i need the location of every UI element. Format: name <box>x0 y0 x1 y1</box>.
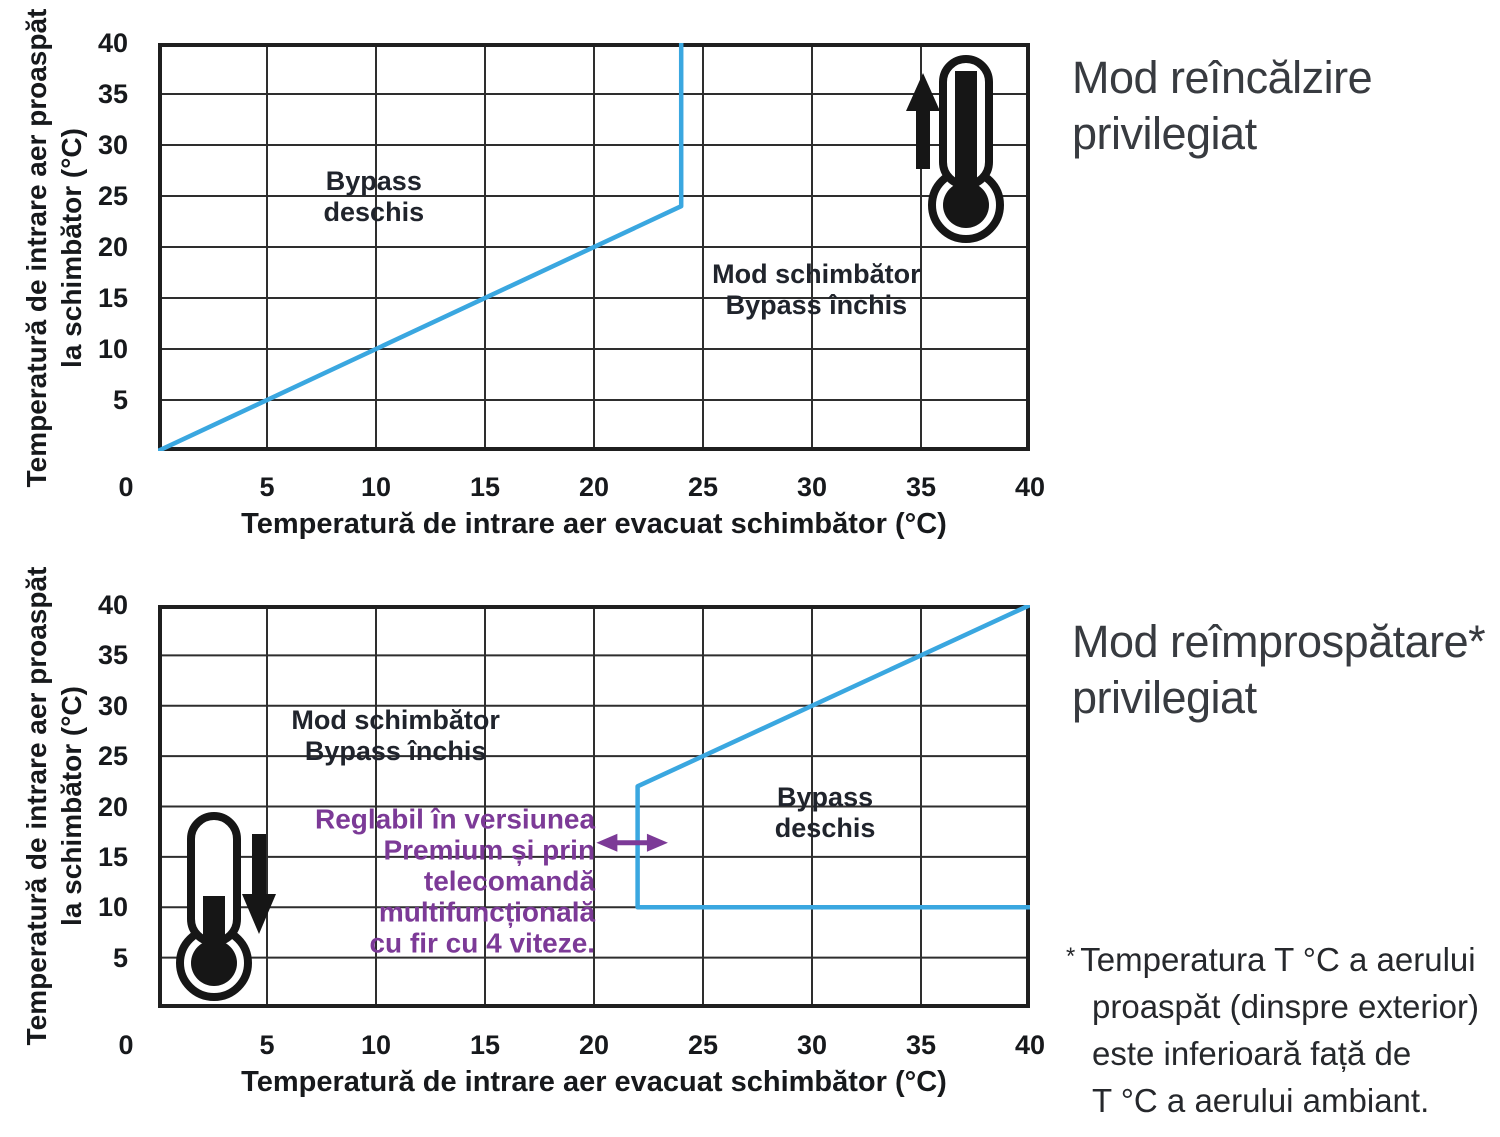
x-tick-label: 0 <box>118 1030 134 1060</box>
chart2-title-line: privilegiat <box>1072 672 1257 723</box>
bypass-open-label: Bypass deschis <box>774 781 876 843</box>
x-tick-label: 15 <box>469 472 501 502</box>
chart1-title: Mod reîncălzire privilegiat <box>1072 50 1373 162</box>
bypass-boundary-line <box>158 43 684 451</box>
x-tick-label: 35 <box>905 1030 937 1060</box>
y-tick-label: 35 <box>97 640 128 671</box>
y-tick-label: 5 <box>112 942 128 973</box>
refresh-chart-plot: Mod schimbător Bypass închis Bypass deschis… <box>158 605 1030 1008</box>
chart1-title-line: Mod reîncălzire <box>1072 52 1373 103</box>
bypass-boundary-line <box>635 605 1030 910</box>
y-tick-label: 25 <box>97 181 128 211</box>
footnote-line: T °C a aerului ambiant. <box>1092 1082 1430 1119</box>
y-tick-label: 35 <box>97 79 128 109</box>
x-tick-label: 30 <box>796 472 828 502</box>
footnote-line: * Temperatura T °C a aerului <box>1066 941 1476 978</box>
chart2-title: Mod reîmprospătare* privilegiat <box>1072 614 1486 726</box>
premium-note-label: Reglabil în versiunea Premium și prin tele… <box>314 803 596 959</box>
footnote-line: proaspăt (dinspre exterior) <box>1092 988 1480 1025</box>
x-tick-label: 15 <box>469 1030 501 1060</box>
y-tick-label: 20 <box>97 232 128 262</box>
y-tick-label: 25 <box>97 741 128 772</box>
y-tick-label: 15 <box>97 841 128 872</box>
y-tick-label: 30 <box>97 690 128 721</box>
exchanger-mode-label: Mod schimbător Bypass închis <box>712 258 921 320</box>
chart-grid <box>158 605 1030 1008</box>
asterisk-marker: * <box>1066 943 1076 970</box>
y-axis-title-line: Temperatură de intrare aer proaspăt <box>21 566 52 1046</box>
exchanger-mode-label: Mod schimbător Bypass închis <box>291 704 500 766</box>
x-tick-label: 25 <box>687 472 719 502</box>
y-tick-label: 15 <box>97 283 128 313</box>
y-tick-label: 40 <box>97 28 128 58</box>
y-tick-label: 5 <box>112 385 128 415</box>
x-tick-label: 40 <box>1014 1030 1046 1060</box>
x-axis-title: Temperatură de intrare aer evacuat schim… <box>241 508 947 540</box>
footnote-line: este inferioară față de <box>1092 1035 1412 1072</box>
y-tick-label: 10 <box>97 334 128 364</box>
chart-grid <box>158 43 1030 451</box>
x-tick-label: 20 <box>578 1030 610 1060</box>
adjustable-range-arrow <box>596 833 668 852</box>
y-tick-label: 10 <box>97 892 128 923</box>
x-tick-label: 25 <box>687 1030 719 1060</box>
chart2-title-line: Mod reîmprospătare* <box>1072 616 1486 667</box>
footnote: * Temperatura T °C a aerului proaspăt (di… <box>1066 933 1500 1124</box>
x-axis-title: Temperatură de intrare aer evacuat schim… <box>241 1066 947 1098</box>
chart1-title-line: privilegiat <box>1072 108 1257 159</box>
x-tick-label: 35 <box>905 472 937 502</box>
x-tick-label: 20 <box>578 472 610 502</box>
x-tick-label: 10 <box>360 1030 392 1060</box>
y-tick-label: 30 <box>97 130 128 160</box>
reheat-chart-plot: Bypass deschis Mod schimbător Bypass închis <box>158 43 1030 451</box>
x-tick-label: 0 <box>118 472 134 502</box>
x-tick-label: 5 <box>259 1030 275 1060</box>
bypass-open-label: Bypass deschis <box>323 166 425 228</box>
x-tick-label: 5 <box>259 472 275 502</box>
y-tick-label: 40 <box>97 590 128 620</box>
y-axis-title-line: Temperatură de intrare aer proaspăt <box>21 8 52 488</box>
x-tick-label: 10 <box>360 472 392 502</box>
x-tick-label: 30 <box>796 1030 828 1060</box>
y-tick-label: 20 <box>97 791 128 822</box>
x-tick-label: 40 <box>1014 472 1046 502</box>
